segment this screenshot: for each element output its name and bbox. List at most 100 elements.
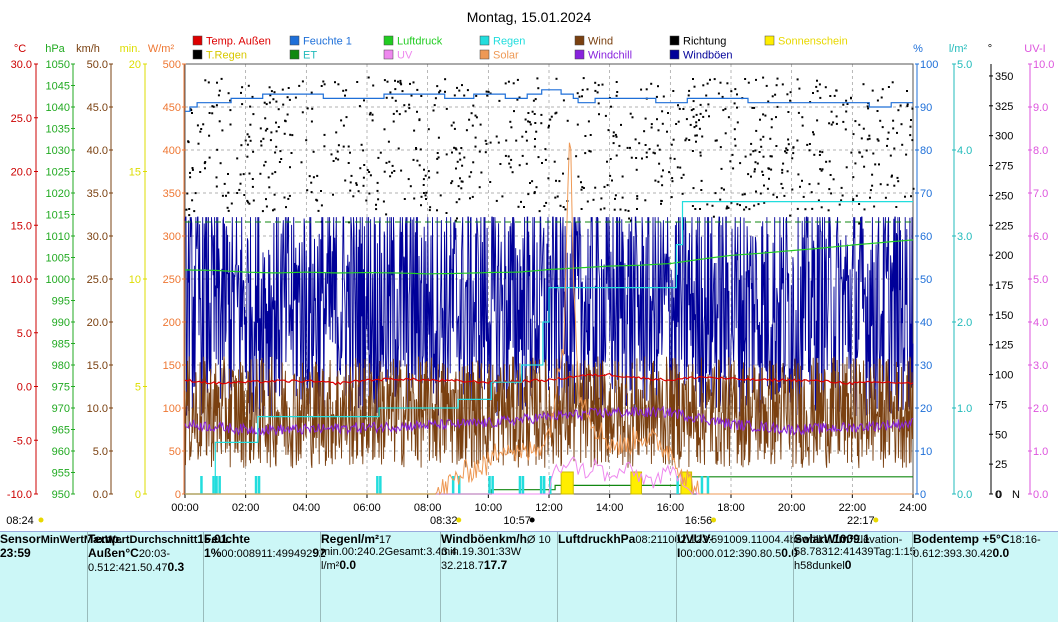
direction-point: [320, 190, 322, 192]
direction-point: [733, 102, 736, 105]
direction-point: [419, 148, 422, 151]
direction-point: [512, 82, 515, 85]
direction-point: [375, 203, 377, 206]
direction-point: [484, 139, 487, 142]
direction-point: [640, 88, 643, 91]
direction-point: [202, 123, 205, 126]
direction-point: [862, 127, 865, 130]
direction-point: [754, 161, 757, 164]
direction-point: [275, 100, 278, 103]
direction-point: [436, 152, 439, 154]
direction-point: [661, 110, 664, 113]
direction-point: [775, 84, 778, 87]
hpa-tick-label: 1035: [46, 124, 70, 136]
direction-point: [385, 161, 388, 164]
direction-point: [507, 80, 510, 83]
pressure-line: [185, 239, 914, 275]
direction-point: [672, 90, 675, 92]
direction-point: [871, 173, 874, 176]
direction-point: [409, 82, 411, 85]
time-marker-dot: [456, 517, 462, 523]
direction-point: [787, 138, 790, 141]
direction-point: [863, 165, 866, 168]
direction-point: [221, 194, 224, 197]
direction-point: [282, 103, 285, 106]
direction-point: [335, 157, 337, 160]
direction-point: [458, 198, 461, 201]
direction-point: [369, 174, 372, 177]
column-5: UVUV-I00:000.012:390.80.50.0: [676, 532, 798, 622]
rain-bar: [706, 476, 710, 494]
uv-tick-label: 4.0: [1033, 317, 1048, 329]
direction-point: [825, 160, 828, 163]
min-tick-label: 10: [129, 274, 141, 286]
direction-point: [365, 199, 368, 202]
direction-point: [437, 156, 440, 159]
summary-table: SensorMinWertMaxWertDurchschnitt15.01. 2…: [0, 531, 1058, 622]
direction-point: [662, 95, 665, 98]
deg-tick-label: 125: [995, 340, 1013, 352]
direction-point: [199, 171, 202, 173]
direction-point: [765, 84, 768, 87]
direction-point: [453, 127, 456, 130]
deg-tick-label: 250: [995, 190, 1013, 202]
direction-point: [776, 105, 779, 108]
column-6: SolarW/m²Elevation-58.78312:41439Tag:1:1…: [793, 532, 916, 622]
direction-point: [675, 123, 678, 125]
cell-label: 12:42: [103, 562, 131, 574]
direction-point: [717, 92, 720, 95]
direction-point: [529, 182, 531, 184]
direction-point: [272, 209, 274, 212]
direction-point: [636, 195, 639, 198]
direction-point: [747, 173, 750, 176]
column-0: Temp. Außen°C20:03-0.512:421.50.470.3: [87, 532, 203, 622]
direction-point: [455, 167, 457, 170]
column-unit: %: [210, 546, 222, 560]
direction-point: [835, 122, 838, 125]
direction-point: [720, 187, 723, 190]
direction-point: [337, 144, 340, 147]
direction-point: [191, 167, 194, 169]
direction-point: [912, 187, 915, 190]
direction-point: [652, 151, 655, 154]
cell-label: Gesamt:: [384, 546, 427, 558]
direction-point: [868, 137, 871, 140]
direction-point: [891, 81, 894, 84]
direction-point: [451, 151, 453, 154]
direction-point: [211, 105, 214, 108]
direction-point: [812, 133, 815, 136]
direction-point: [726, 82, 729, 85]
rain-bar: [376, 476, 379, 494]
direction-point: [820, 169, 823, 172]
direction-point: [681, 192, 684, 195]
legend-entry: Windböen: [683, 50, 733, 62]
direction-point: [829, 95, 832, 97]
direction-point: [453, 146, 456, 149]
direction-point: [383, 170, 386, 173]
wm2-tick-label: 350: [163, 188, 181, 200]
direction-point: [413, 129, 416, 132]
cell-value: 0.3: [167, 560, 185, 574]
direction-point: [832, 178, 835, 181]
uv-tick-label: 5.0: [1033, 274, 1048, 286]
direction-point: [208, 156, 211, 159]
deg-tick-label: 325: [995, 101, 1013, 113]
direction-point: [415, 148, 418, 151]
direction-point: [445, 153, 448, 156]
direction-point: [858, 203, 861, 205]
direction-point: [668, 171, 671, 174]
direction-point: [266, 127, 269, 130]
direction-point: [241, 103, 244, 106]
direction-point: [766, 187, 769, 190]
direction-point: [594, 81, 597, 84]
direction-point: [658, 162, 661, 165]
wm2-tick-label: 50: [169, 446, 181, 458]
direction-point: [620, 123, 622, 126]
direction-point: [749, 153, 752, 156]
cell-value: 1009.1: [723, 534, 757, 546]
rain-bar: [700, 476, 704, 494]
temp-tick-label: 10.0: [11, 274, 32, 286]
direction-point: [606, 184, 609, 187]
cell-value: -58.783: [794, 534, 903, 558]
direction-point: [497, 141, 500, 144]
